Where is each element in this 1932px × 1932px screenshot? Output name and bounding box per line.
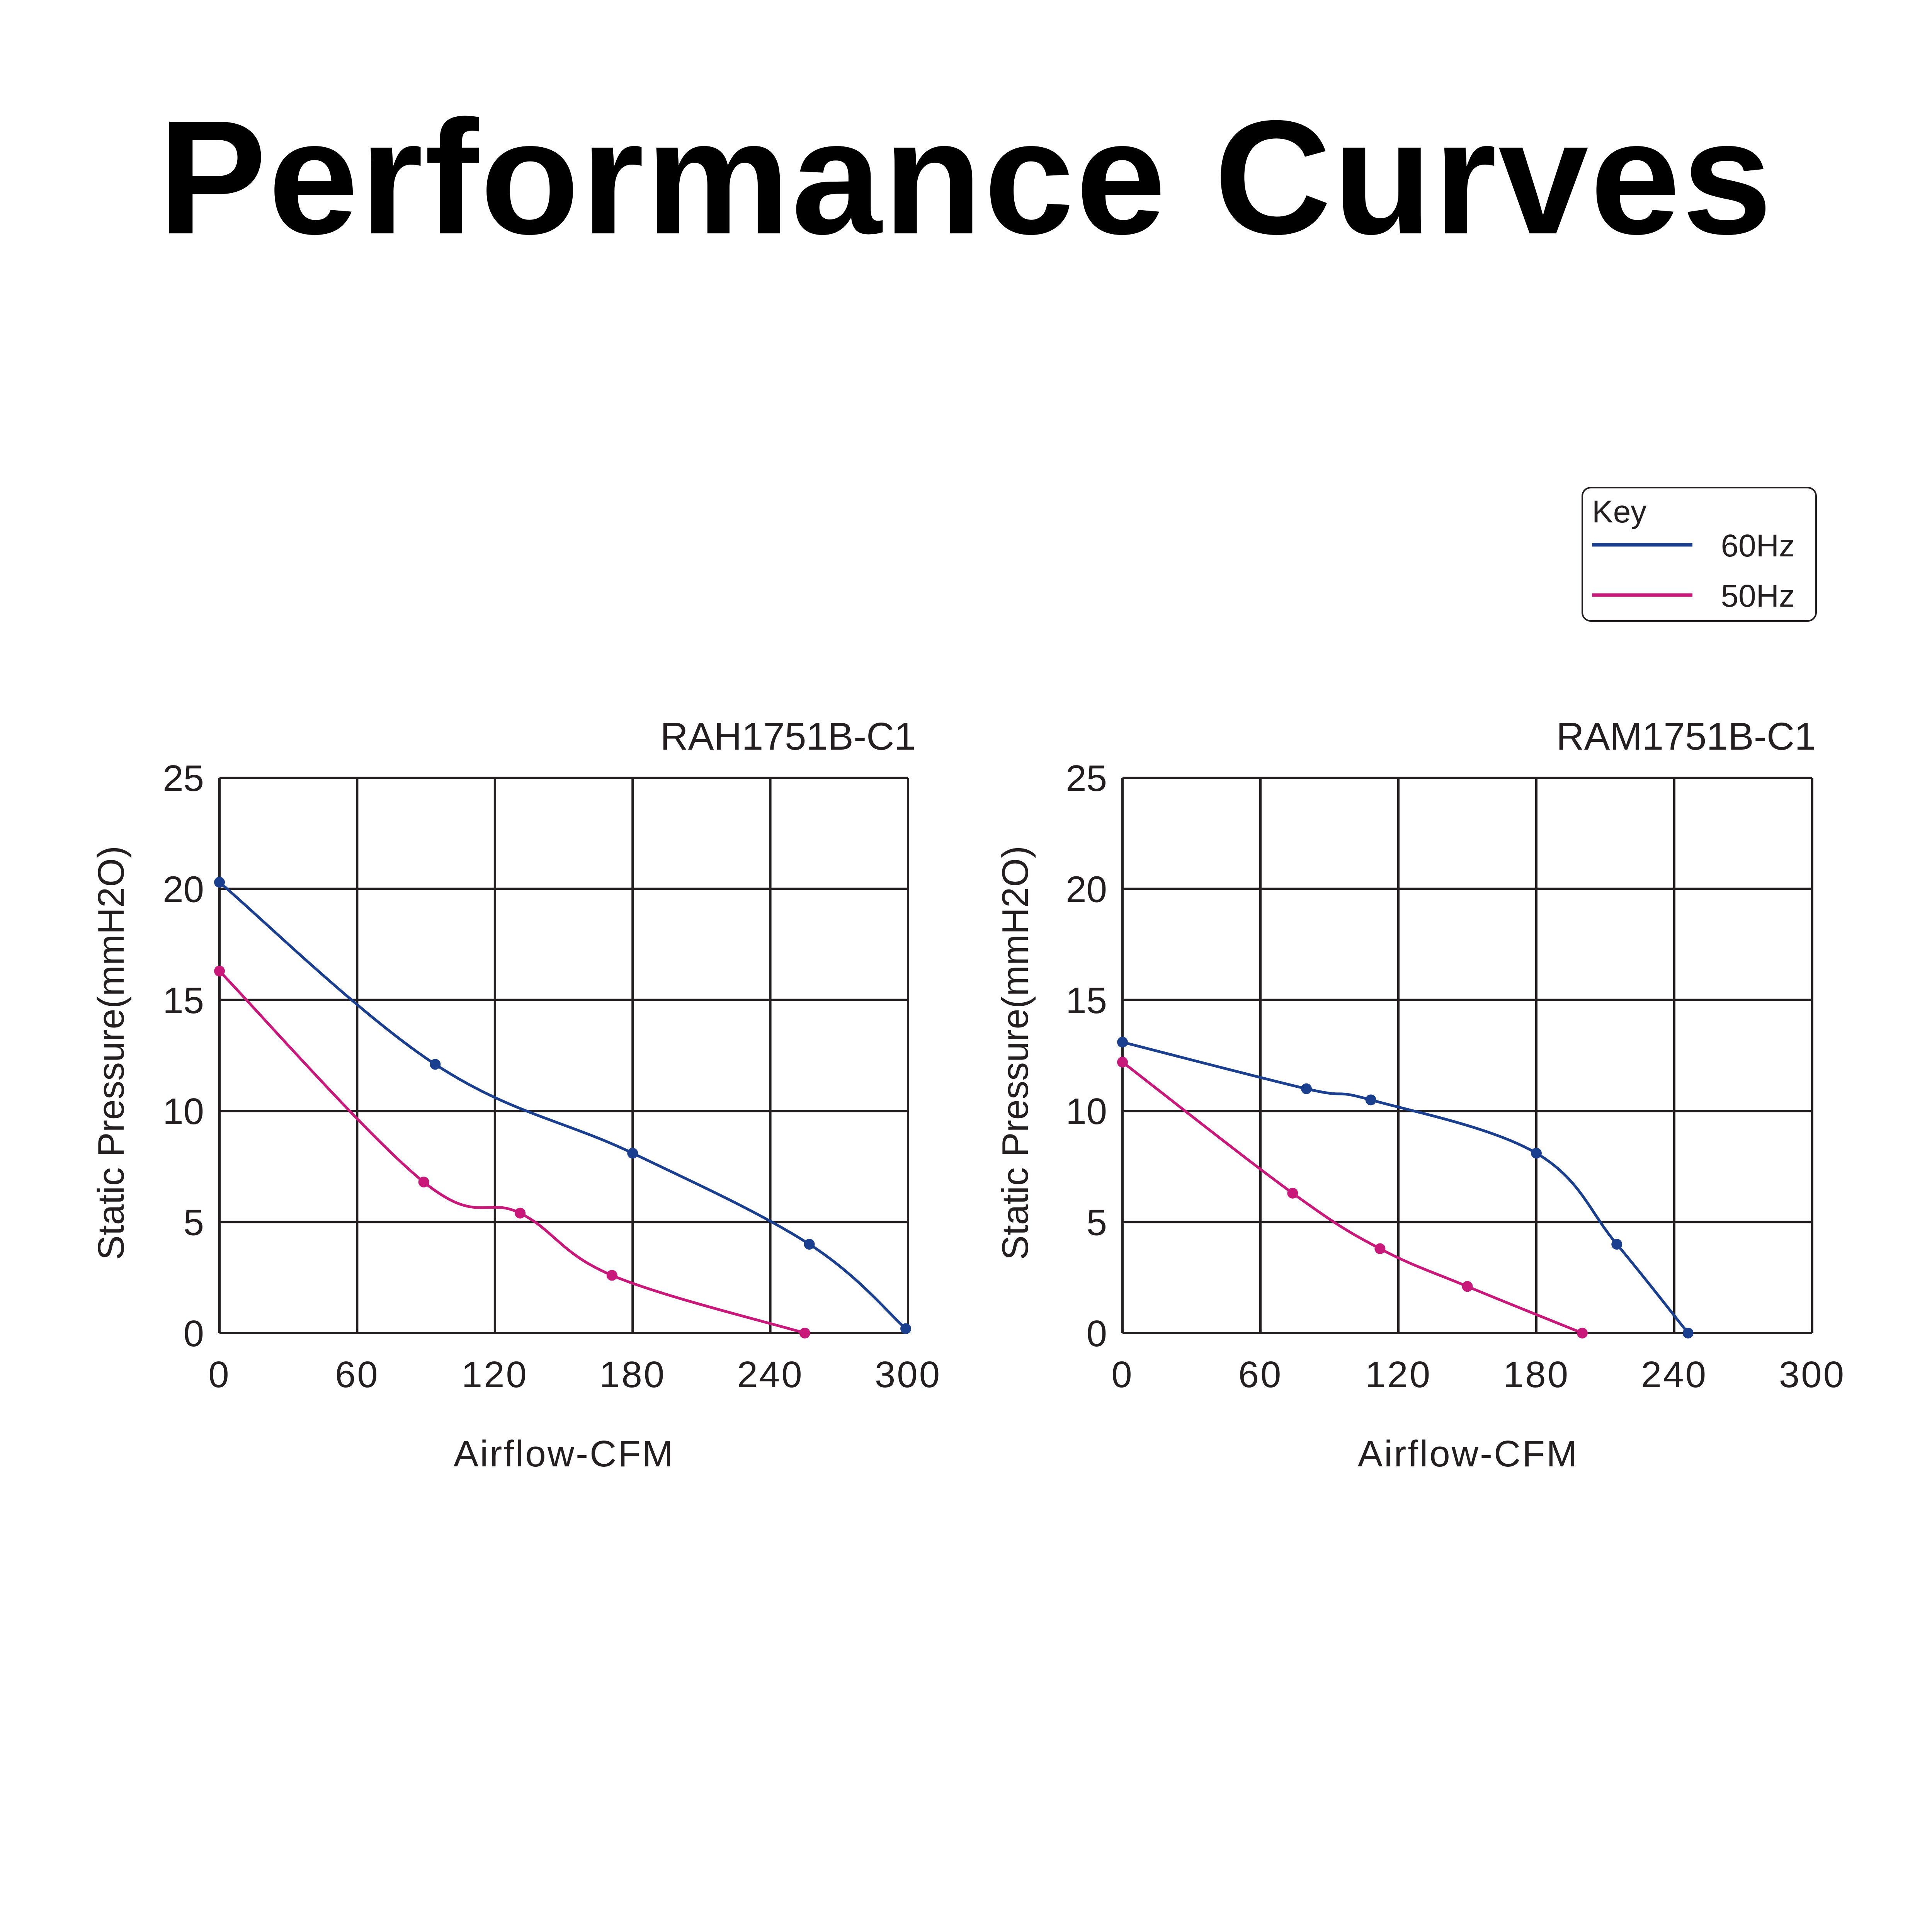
- data-point-60hz: [1365, 1094, 1376, 1105]
- legend-heading: Key: [1592, 494, 1646, 529]
- y-tick-label: 15: [163, 980, 204, 1021]
- y-axis-label: Static Pressure(mmH2O): [995, 846, 1036, 1260]
- page-title: Performance Curves: [158, 87, 1774, 268]
- x-tick-label: 120: [462, 1354, 528, 1395]
- series-line-60hz: [1122, 1041, 1689, 1334]
- legend-label-60hz: 60Hz: [1721, 528, 1795, 563]
- y-tick-label: 10: [1066, 1091, 1107, 1132]
- data-point-60hz: [900, 1323, 912, 1334]
- data-point-60hz: [1682, 1328, 1694, 1338]
- x-tick-label: 300: [875, 1354, 941, 1395]
- legend: Key 60Hz 50Hz: [1582, 487, 1817, 622]
- x-tick-label: 0: [208, 1354, 230, 1395]
- y-tick-label: 5: [1087, 1202, 1107, 1243]
- chart-grid: [218, 777, 909, 1334]
- y-tick-label: 15: [1066, 980, 1107, 1021]
- x-tick-label: 60: [335, 1354, 379, 1395]
- y-axis-label: Static Pressure(mmH2O): [90, 846, 132, 1260]
- chart-rah1751b-c1: RAH1751B-C1 0 5 10 15 20 25 0 60 120 180 240 300 A…: [90, 715, 941, 1475]
- data-point-50hz: [606, 1270, 617, 1281]
- y-tick-label: 25: [1066, 758, 1107, 799]
- data-point-50hz: [418, 1177, 429, 1188]
- data-point-50hz: [1577, 1328, 1588, 1338]
- data-point-50hz: [1287, 1187, 1298, 1199]
- data-point-60hz: [430, 1059, 441, 1070]
- x-tick-label: 300: [1779, 1354, 1845, 1395]
- x-tick-label: 120: [1365, 1354, 1432, 1395]
- x-tick-label: 180: [599, 1354, 666, 1395]
- x-tick-label: 240: [737, 1354, 804, 1395]
- y-tick-label: 25: [163, 758, 204, 799]
- data-point-50hz: [214, 966, 225, 977]
- x-tick-label: 60: [1238, 1354, 1283, 1395]
- y-tick-label: 20: [163, 869, 204, 910]
- chart-title: RAH1751B-C1: [660, 715, 916, 758]
- y-tick-label: 20: [1066, 869, 1107, 910]
- legend-label-50hz: 50Hz: [1721, 578, 1795, 614]
- data-point-60hz: [1611, 1239, 1622, 1250]
- data-point-50hz: [1374, 1243, 1386, 1254]
- data-point-50hz: [1462, 1281, 1473, 1292]
- x-axis-label: Airflow-CFM: [454, 1433, 675, 1475]
- x-axis-label: Airflow-CFM: [1358, 1433, 1579, 1475]
- y-tick-label: 5: [184, 1202, 204, 1243]
- data-point-60hz: [1301, 1083, 1312, 1094]
- legend-box: [1582, 487, 1817, 622]
- data-point-50hz: [799, 1328, 810, 1338]
- series-line-60hz: [218, 881, 907, 1330]
- data-point-50hz: [1117, 1056, 1128, 1068]
- series-line-50hz: [218, 970, 805, 1335]
- x-tick-label: 240: [1641, 1354, 1708, 1395]
- data-point-60hz: [1531, 1148, 1542, 1159]
- chart-grid: [1121, 777, 1813, 1334]
- data-point-60hz: [214, 877, 225, 888]
- data-point-60hz: [1117, 1037, 1128, 1048]
- y-tick-label: 10: [163, 1091, 204, 1132]
- chart-ram1751b-c1: RAM1751B-C1 0 5 10 15 20 25 0 60 120 180 240 300 A…: [995, 715, 1845, 1475]
- y-tick-label: 0: [184, 1313, 204, 1354]
- x-tick-label: 0: [1111, 1354, 1133, 1395]
- chart-title: RAM1751B-C1: [1556, 715, 1816, 758]
- y-tick-label: 0: [1087, 1313, 1107, 1354]
- x-tick-label: 180: [1503, 1354, 1570, 1395]
- data-point-60hz: [804, 1239, 815, 1250]
- data-point-60hz: [627, 1148, 638, 1159]
- data-point-50hz: [515, 1208, 526, 1219]
- series-line-50hz: [1121, 1061, 1583, 1335]
